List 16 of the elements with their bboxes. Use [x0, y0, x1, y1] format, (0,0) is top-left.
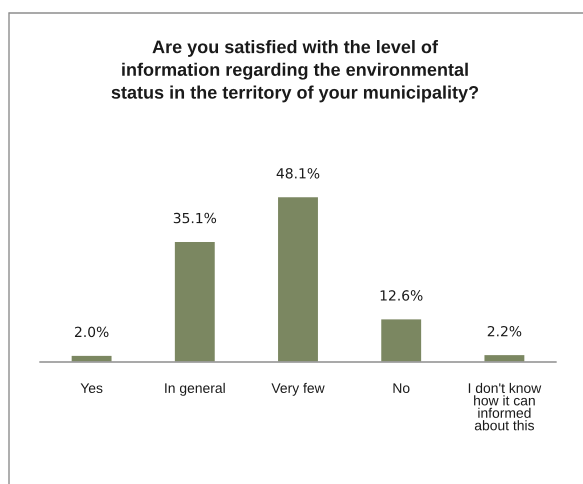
data-label: 2.2%	[488, 326, 522, 336]
x-tick-label: Yes	[80, 383, 102, 394]
x-tick-label: In general	[165, 382, 225, 396]
x-tick-label: Very few	[271, 382, 325, 396]
bar	[173, 240, 216, 362]
bar	[483, 354, 526, 362]
data-label: 35.1%	[174, 212, 216, 224]
data-label: 12.6%	[380, 290, 422, 301]
bar	[70, 354, 113, 362]
bar	[276, 196, 320, 362]
data-label: 48.1%	[276, 168, 320, 179]
x-tick-label: No	[393, 383, 410, 394]
chart-title: Are you satisfied with the level of information regarding the environmental status in the territory of your municipality?	[112, 40, 478, 102]
x-tick-label: I don't know how it can informed about this	[468, 382, 542, 430]
data-label: 2.0%	[74, 326, 108, 338]
bar	[380, 318, 423, 362]
